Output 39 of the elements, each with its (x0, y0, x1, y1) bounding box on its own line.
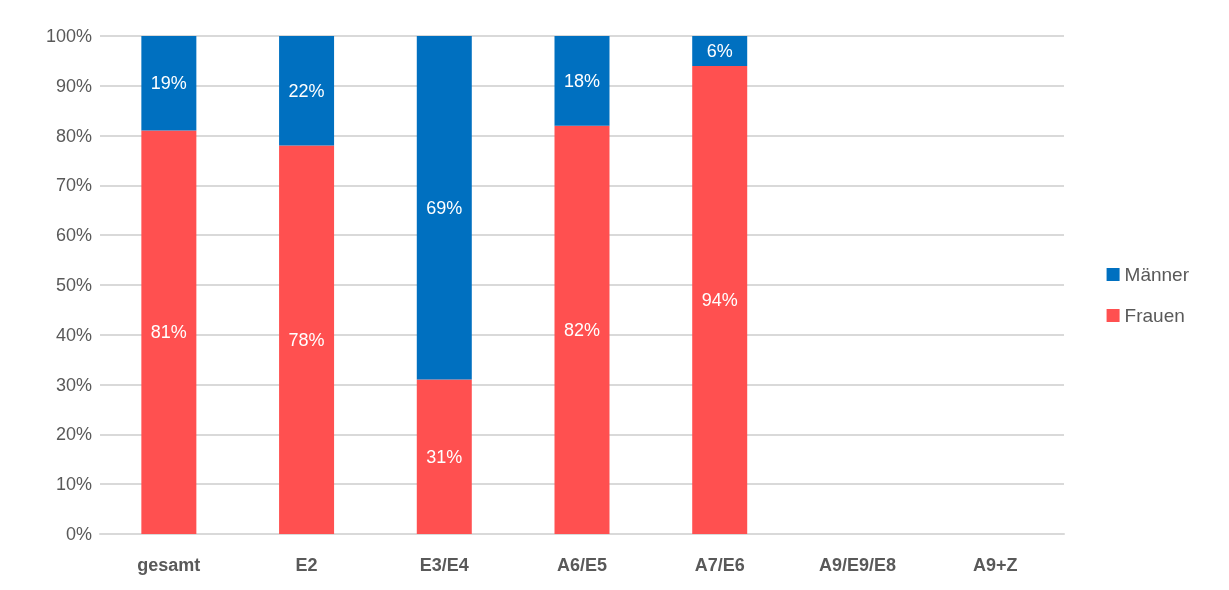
legend-label: Frauen (1124, 305, 1185, 326)
legend-label: Männer (1124, 264, 1190, 285)
y-tick-label: 50% (55, 275, 92, 295)
y-tick-label: 100% (45, 26, 92, 46)
y-tick-label: 70% (55, 175, 92, 196)
y-tick-label: 30% (55, 374, 92, 395)
x-tick-label: E2 (295, 555, 318, 575)
y-tick-label: 10% (55, 474, 92, 495)
y-tick-label: 80% (55, 125, 92, 146)
bar (692, 65, 748, 534)
data-label: 18% (563, 70, 601, 91)
data-label: 82% (563, 319, 601, 340)
data-label: 81% (150, 322, 187, 343)
bar (141, 36, 197, 131)
data-label: 31% (426, 446, 463, 467)
data-label: 6% (706, 40, 733, 61)
y-tick-label: 60% (55, 225, 92, 246)
x-tick-label: gesamt (137, 555, 201, 575)
y-tick-label: 40% (55, 324, 92, 345)
bar (279, 145, 335, 534)
y-tick-label: 0% (65, 524, 92, 544)
y-tick-label: 90% (55, 75, 92, 96)
bar (279, 36, 335, 146)
data-label: 94% (701, 289, 738, 310)
bar (554, 36, 610, 126)
data-label: 78% (288, 329, 325, 350)
bar (416, 379, 472, 534)
data-label: 22% (288, 80, 325, 101)
y-tick-label: 20% (55, 424, 92, 445)
x-tick-label: A7/E6 (694, 555, 745, 575)
x-tick-label: A9/E9/E8 (818, 555, 896, 575)
data-label: 19% (150, 73, 187, 94)
bar (416, 36, 472, 380)
x-tick-label: A6/E5 (556, 555, 608, 575)
data-label: 69% (426, 197, 463, 218)
x-tick-label: A9+Z (972, 555, 1018, 575)
bar (141, 130, 197, 534)
x-tick-label: E3/E4 (419, 555, 469, 575)
bar (554, 125, 610, 534)
